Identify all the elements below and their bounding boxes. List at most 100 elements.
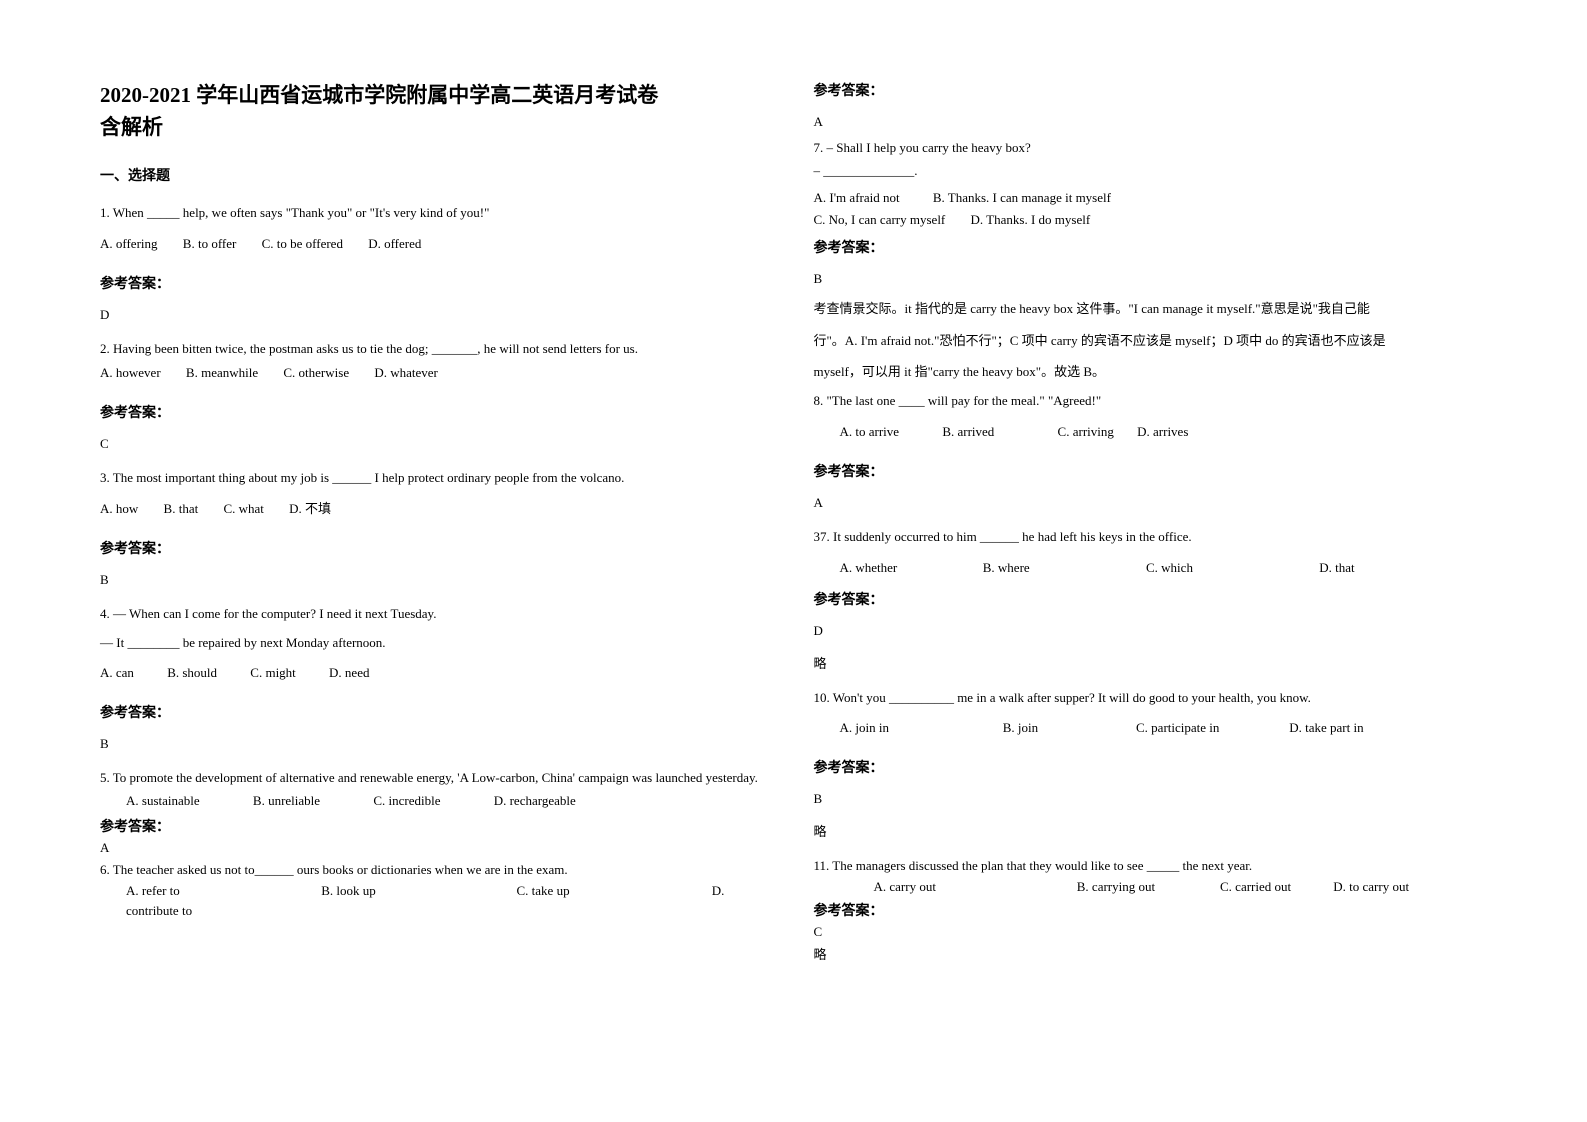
answer-label: 参考答案： <box>814 80 1488 100</box>
opt-c: C. No, I can carry myself <box>814 212 946 227</box>
opt-b: B. arrived <box>942 424 994 439</box>
question-10-omit: 略 <box>814 821 1488 840</box>
question-7-line2: – ______________. <box>814 161 1488 182</box>
opt-a: A. whether <box>840 558 980 579</box>
opt-a: A. however <box>100 365 161 380</box>
opt-b: B. should <box>167 665 217 680</box>
question-11: 11. The managers discussed the plan that… <box>814 856 1488 877</box>
opt-c: C. what <box>223 501 263 516</box>
question-2-answer: C <box>100 436 764 452</box>
question-4-answer: B <box>100 736 764 752</box>
question-1-answer: D <box>100 307 764 323</box>
opt-a: A. join in <box>840 718 1000 739</box>
opt-d: D. offered <box>368 236 421 251</box>
question-6-options: A. refer to B. look up C. take up D. con… <box>100 881 764 923</box>
question-9-omit: 略 <box>814 653 1488 672</box>
opt-d: D. Thanks. I do myself <box>971 212 1091 227</box>
answer-label: 参考答案： <box>100 816 764 836</box>
opt-a: A. offering <box>100 236 158 251</box>
question-8-answer: A <box>814 495 1488 511</box>
opt-a: A. can <box>100 665 134 680</box>
question-3: 3. The most important thing about my job… <box>100 468 764 489</box>
left-column: 2020-2021 学年山西省运城市学院附属中学高二英语月考试卷 含解析 一、选… <box>100 80 794 1082</box>
title-line-2: 含解析 <box>100 115 163 139</box>
opt-d: D. need <box>329 665 369 680</box>
question-6-answer: A <box>814 114 1488 130</box>
opt-b: B. to offer <box>183 236 237 251</box>
opt-c: C. incredible <box>373 793 440 808</box>
question-11-options: A. carry out B. carrying out C. carried … <box>814 877 1488 898</box>
exam-title: 2020-2021 学年山西省运城市学院附属中学高二英语月考试卷 含解析 <box>100 80 764 143</box>
opt-a: A. how <box>100 501 138 516</box>
answer-label: 参考答案： <box>814 237 1488 257</box>
answer-label: 参考答案： <box>100 702 764 722</box>
question-7-answer: B <box>814 271 1488 287</box>
opt-b: B. join <box>1003 718 1133 739</box>
question-5: 5. To promote the development of alterna… <box>100 768 764 789</box>
question-5-answer: A <box>100 840 764 856</box>
opt-c: C. might <box>250 665 296 680</box>
opt-d: D. to carry out <box>1333 879 1409 894</box>
answer-label: 参考答案： <box>100 402 764 422</box>
title-line-1: 2020-2021 学年山西省运城市学院附属中学高二英语月考试卷 <box>100 83 658 107</box>
question-7-line1: 7. – Shall I help you carry the heavy bo… <box>814 138 1488 159</box>
question-2: 2. Having been bitten twice, the postman… <box>100 339 764 360</box>
opt-c: C. carried out <box>1220 877 1330 898</box>
opt-c: C. which <box>1146 558 1316 579</box>
question-1-options: A. offering B. to offer C. to be offered… <box>100 234 764 255</box>
question-4-line2: — It ________ be repaired by next Monday… <box>100 633 764 654</box>
question-11-answer: C <box>814 924 1488 940</box>
opt-b: B. look up <box>321 881 491 902</box>
answer-label: 参考答案： <box>100 538 764 558</box>
opt-d: D. rechargeable <box>494 793 576 808</box>
question-6: 6. The teacher asked us not to______ our… <box>100 860 764 881</box>
question-7-explanation-1: 考查情景交际。it 指代的是 carry the heavy box 这件事。"… <box>814 297 1488 320</box>
opt-b: B. where <box>983 558 1143 579</box>
answer-label: 参考答案： <box>814 757 1488 777</box>
opt-d: D. that <box>1319 560 1354 575</box>
question-9-answer: D <box>814 623 1488 639</box>
question-7-explanation-2: 行"。A. I'm afraid not."恐怕不行"；C 项中 carry 的… <box>814 329 1488 352</box>
opt-b: B. carrying out <box>1077 877 1217 898</box>
question-10-answer: B <box>814 791 1488 807</box>
opt-a: A. carry out <box>874 877 1074 898</box>
question-3-answer: B <box>100 572 764 588</box>
question-4-line1: 4. — When can I come for the computer? I… <box>100 604 764 625</box>
question-5-options: A. sustainable B. unreliable C. incredib… <box>100 791 764 812</box>
opt-a: A. refer to <box>126 881 296 902</box>
question-8: 8. "The last one ____ will pay for the m… <box>814 391 1488 412</box>
opt-c: C. take up <box>517 881 687 902</box>
opt-d: D. take part in <box>1289 720 1363 735</box>
opt-c: C. arriving <box>1058 424 1114 439</box>
opt-b: B. Thanks. I can manage it myself <box>933 190 1111 205</box>
opt-a: A. to arrive <box>840 424 900 439</box>
question-7-options-row1: A. I'm afraid not B. Thanks. I can manag… <box>814 188 1488 209</box>
opt-b: B. meanwhile <box>186 365 258 380</box>
right-column: 参考答案： A 7. – Shall I help you carry the … <box>794 80 1488 1082</box>
question-7-options-row2: C. No, I can carry myself D. Thanks. I d… <box>814 210 1488 231</box>
question-9-options: A. whether B. where C. which D. that <box>814 558 1488 579</box>
answer-label: 参考答案： <box>100 273 764 293</box>
opt-d: D. whatever <box>374 365 438 380</box>
question-3-options: A. how B. that C. what D. 不填 <box>100 499 764 520</box>
question-2-options: A. however B. meanwhile C. otherwise D. … <box>100 363 764 384</box>
question-8-options: A. to arrive B. arrived C. arriving D. a… <box>814 422 1488 443</box>
opt-c: C. to be offered <box>262 236 343 251</box>
question-7-explanation-3: myself，可以用 it 指"carry the heavy box"。故选 … <box>814 360 1488 383</box>
opt-d: D. 不填 <box>289 501 331 516</box>
answer-label: 参考答案： <box>814 589 1488 609</box>
question-10: 10. Won't you __________ me in a walk af… <box>814 688 1488 709</box>
opt-b: B. unreliable <box>253 793 320 808</box>
question-1: 1. When _____ help, we often says "Thank… <box>100 203 764 224</box>
section-heading: 一、选择题 <box>100 165 764 185</box>
question-11-omit: 略 <box>814 944 1488 963</box>
question-4-options: A. can B. should C. might D. need <box>100 663 764 684</box>
question-9: 37. It suddenly occurred to him ______ h… <box>814 527 1488 548</box>
opt-d: D. arrives <box>1137 424 1188 439</box>
answer-label: 参考答案： <box>814 900 1488 920</box>
opt-c: C. participate in <box>1136 718 1286 739</box>
opt-a: A. I'm afraid not <box>814 190 900 205</box>
opt-a: A. sustainable <box>126 793 200 808</box>
opt-c: C. otherwise <box>283 365 349 380</box>
question-10-options: A. join in B. join C. participate in D. … <box>814 718 1488 739</box>
